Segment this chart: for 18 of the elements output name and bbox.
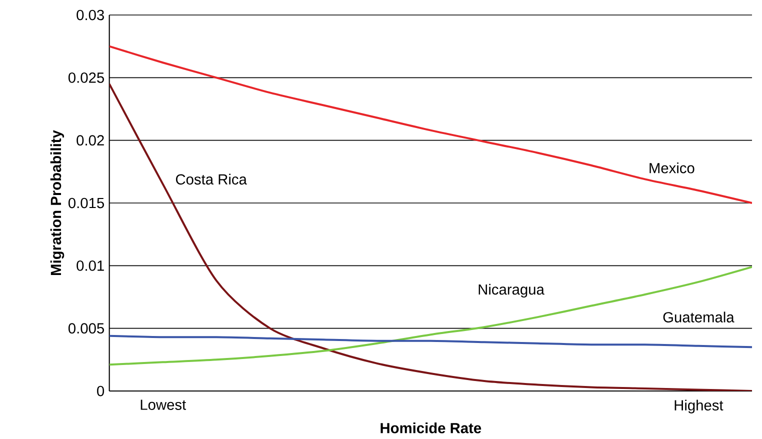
y-tick-label: 0.03 bbox=[76, 10, 104, 20]
y-tick-label: 0.01 bbox=[76, 260, 104, 271]
series-label: Mexico bbox=[650, 162, 694, 174]
series-label: Nicaragua bbox=[478, 284, 544, 298]
y-tick-label: 0.02 bbox=[76, 135, 104, 146]
line-series bbox=[109, 45, 752, 204]
x-tick-label: Lowest bbox=[140, 400, 186, 410]
series-label: Guatemala bbox=[663, 312, 734, 322]
y-axis-title: Migration Probability bbox=[50, 130, 64, 275]
line-series bbox=[109, 266, 752, 366]
y-tick-label: 0.025 bbox=[68, 72, 104, 83]
line-series bbox=[109, 334, 752, 348]
y-tick-label: 0 bbox=[97, 386, 104, 396]
y-tick-label: 0.015 bbox=[68, 198, 104, 208]
x-axis-title: Homicide Rate bbox=[380, 422, 482, 434]
series-label: Costa Rica bbox=[176, 174, 247, 185]
y-tick-label: 0.005 bbox=[68, 323, 104, 334]
x-tick-label: Highest bbox=[674, 400, 724, 414]
